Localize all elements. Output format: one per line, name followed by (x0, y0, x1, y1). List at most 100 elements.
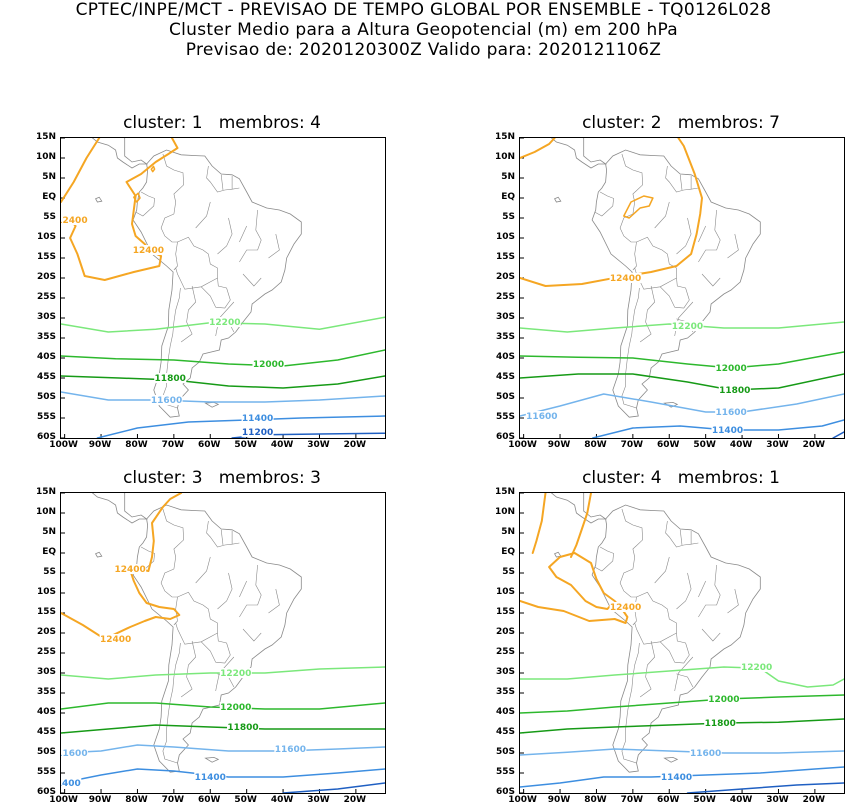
latitude-tick-label: 5S (43, 567, 56, 577)
latitude-tick-label: 55S (495, 412, 515, 422)
contour-label: 11200 (242, 428, 273, 438)
contour-label: 11600 (690, 749, 721, 759)
latitude-tick-label: 20S (495, 627, 515, 637)
map-frame: 12400 12400 12200 12000 11800 11600 11400 11200 (60, 137, 386, 439)
coastline (204, 401, 220, 408)
longitude-tick-label: 70W (161, 440, 185, 450)
longitude-tick-label: 60W (198, 440, 221, 450)
contour-label: 11600 (151, 396, 182, 406)
country-border (654, 201, 670, 229)
coastline (95, 196, 103, 203)
contour-label-bg (707, 694, 740, 704)
contour-label: 11800 (705, 719, 736, 729)
contour-label-bg (660, 772, 693, 782)
country-border (594, 191, 614, 217)
geopotential-map: 12400 12400 12200 12000 11800 11600 11400 11200 (61, 138, 385, 438)
latitude-tick-label: 10N (494, 152, 515, 162)
country-border (180, 285, 197, 343)
latitude-tick-label: EQ (501, 192, 515, 202)
contour-label: 11600 (526, 412, 557, 422)
country-border (665, 520, 699, 548)
country-border (619, 213, 637, 271)
latitude-tick-label: 25S (495, 647, 515, 657)
latitude-tick-label: 45S (36, 727, 56, 737)
latitude-tick-label: 25S (36, 292, 56, 302)
contour-label-bg (715, 363, 748, 373)
latitude-tick-label: 35S (36, 687, 56, 697)
contour-line (520, 138, 703, 287)
contour-line (520, 393, 844, 417)
latitude-tick-label: 20S (495, 272, 515, 282)
country-border (679, 174, 683, 191)
longitude-tick-label: 40W (729, 440, 753, 450)
longitude-tick-label: 20W (802, 795, 826, 805)
contour-label: 12400 (100, 635, 131, 645)
contour-label-bg (671, 321, 704, 331)
contour-label-bg (704, 718, 737, 728)
panel-title: cluster: 3 membros: 3 (123, 468, 321, 488)
contour-line (520, 373, 844, 391)
longitude-tick-label: 90W (88, 440, 112, 450)
geopotential-map: 12400 12400 12200 12000 11800 11600 11600 1400 1… (61, 493, 385, 793)
country-border (698, 209, 721, 263)
longitude-tick-label: 40W (270, 440, 294, 450)
latitude-tick-label: 50S (36, 392, 56, 402)
country-border (162, 153, 185, 215)
longitude-tick-label: 40W (729, 795, 753, 805)
contour-label-bg (715, 407, 748, 417)
contour-label: 11400 (712, 426, 743, 436)
latitude-tick-label: 15N (35, 487, 56, 497)
contour-label: 12000 (715, 364, 746, 374)
latitude-tick-label: 45S (495, 372, 515, 382)
cluster-panel-3: cluster: 3 membros: 3 15N 10N 5N EQ 5S 10S 15S 2… (0, 468, 386, 808)
contour-label-bg (219, 668, 252, 678)
contour-label: 12200 (209, 318, 240, 328)
longitude-tick-label: 100W (49, 440, 78, 450)
longitude-tick-label: 100W (49, 795, 78, 805)
contour-label: 11600 (715, 408, 746, 418)
contour-label-bg (132, 245, 165, 255)
country-border (239, 564, 262, 618)
latitude-tick-label: 50S (495, 747, 515, 757)
contour-label-bg (219, 702, 252, 712)
contour-label-bg (150, 395, 183, 405)
header-dates-line: Previsao de: 2020120300Z Valido para: 20… (185, 40, 662, 60)
contour-label: 11400 (195, 773, 226, 783)
country-border (239, 580, 247, 598)
panel-title: cluster: 1 membros: 4 (123, 113, 321, 133)
contour-label: 11600 (61, 749, 88, 759)
latitude-tick-label: 10N (35, 152, 56, 162)
contour-label: 11400 (242, 414, 273, 424)
latitude-tick-label: 35S (495, 332, 515, 342)
latitude-tick-label: 10N (494, 507, 515, 517)
latitude-tick-label: 15N (35, 132, 56, 142)
contour-line (61, 375, 385, 389)
country-border (217, 217, 233, 255)
country-border (621, 153, 644, 215)
panel-title: cluster: 2 membros: 7 (582, 113, 780, 133)
latitude-tick-label: 30S (36, 312, 56, 322)
latitude-tick-label: 5N (42, 172, 56, 182)
cluster-panel-2: cluster: 2 membros: 7 15N 10N 5N EQ 5S 10S 15S 2… (459, 113, 845, 453)
latitude-tick-label: 10S (36, 587, 56, 597)
country-border (195, 201, 211, 229)
latitude-tick-label: 40S (36, 352, 56, 362)
country-border (162, 287, 181, 409)
contour-line (520, 552, 629, 624)
longitude-tick-label: 50W (234, 440, 257, 450)
contour-line (520, 666, 844, 688)
contour-line (520, 748, 844, 756)
country-border (621, 287, 640, 409)
country-border (639, 640, 656, 698)
country-border (621, 642, 640, 764)
latitude-tick-label: 5S (502, 212, 515, 222)
contour-line (150, 165, 156, 173)
contour-label-bg (154, 373, 187, 383)
coastline (132, 149, 302, 418)
country-border (175, 591, 218, 645)
country-border (160, 213, 178, 271)
country-border (195, 556, 211, 584)
latitude-tick-label: 50S (495, 392, 515, 402)
contour-line (520, 138, 556, 159)
contour-line (520, 718, 844, 734)
